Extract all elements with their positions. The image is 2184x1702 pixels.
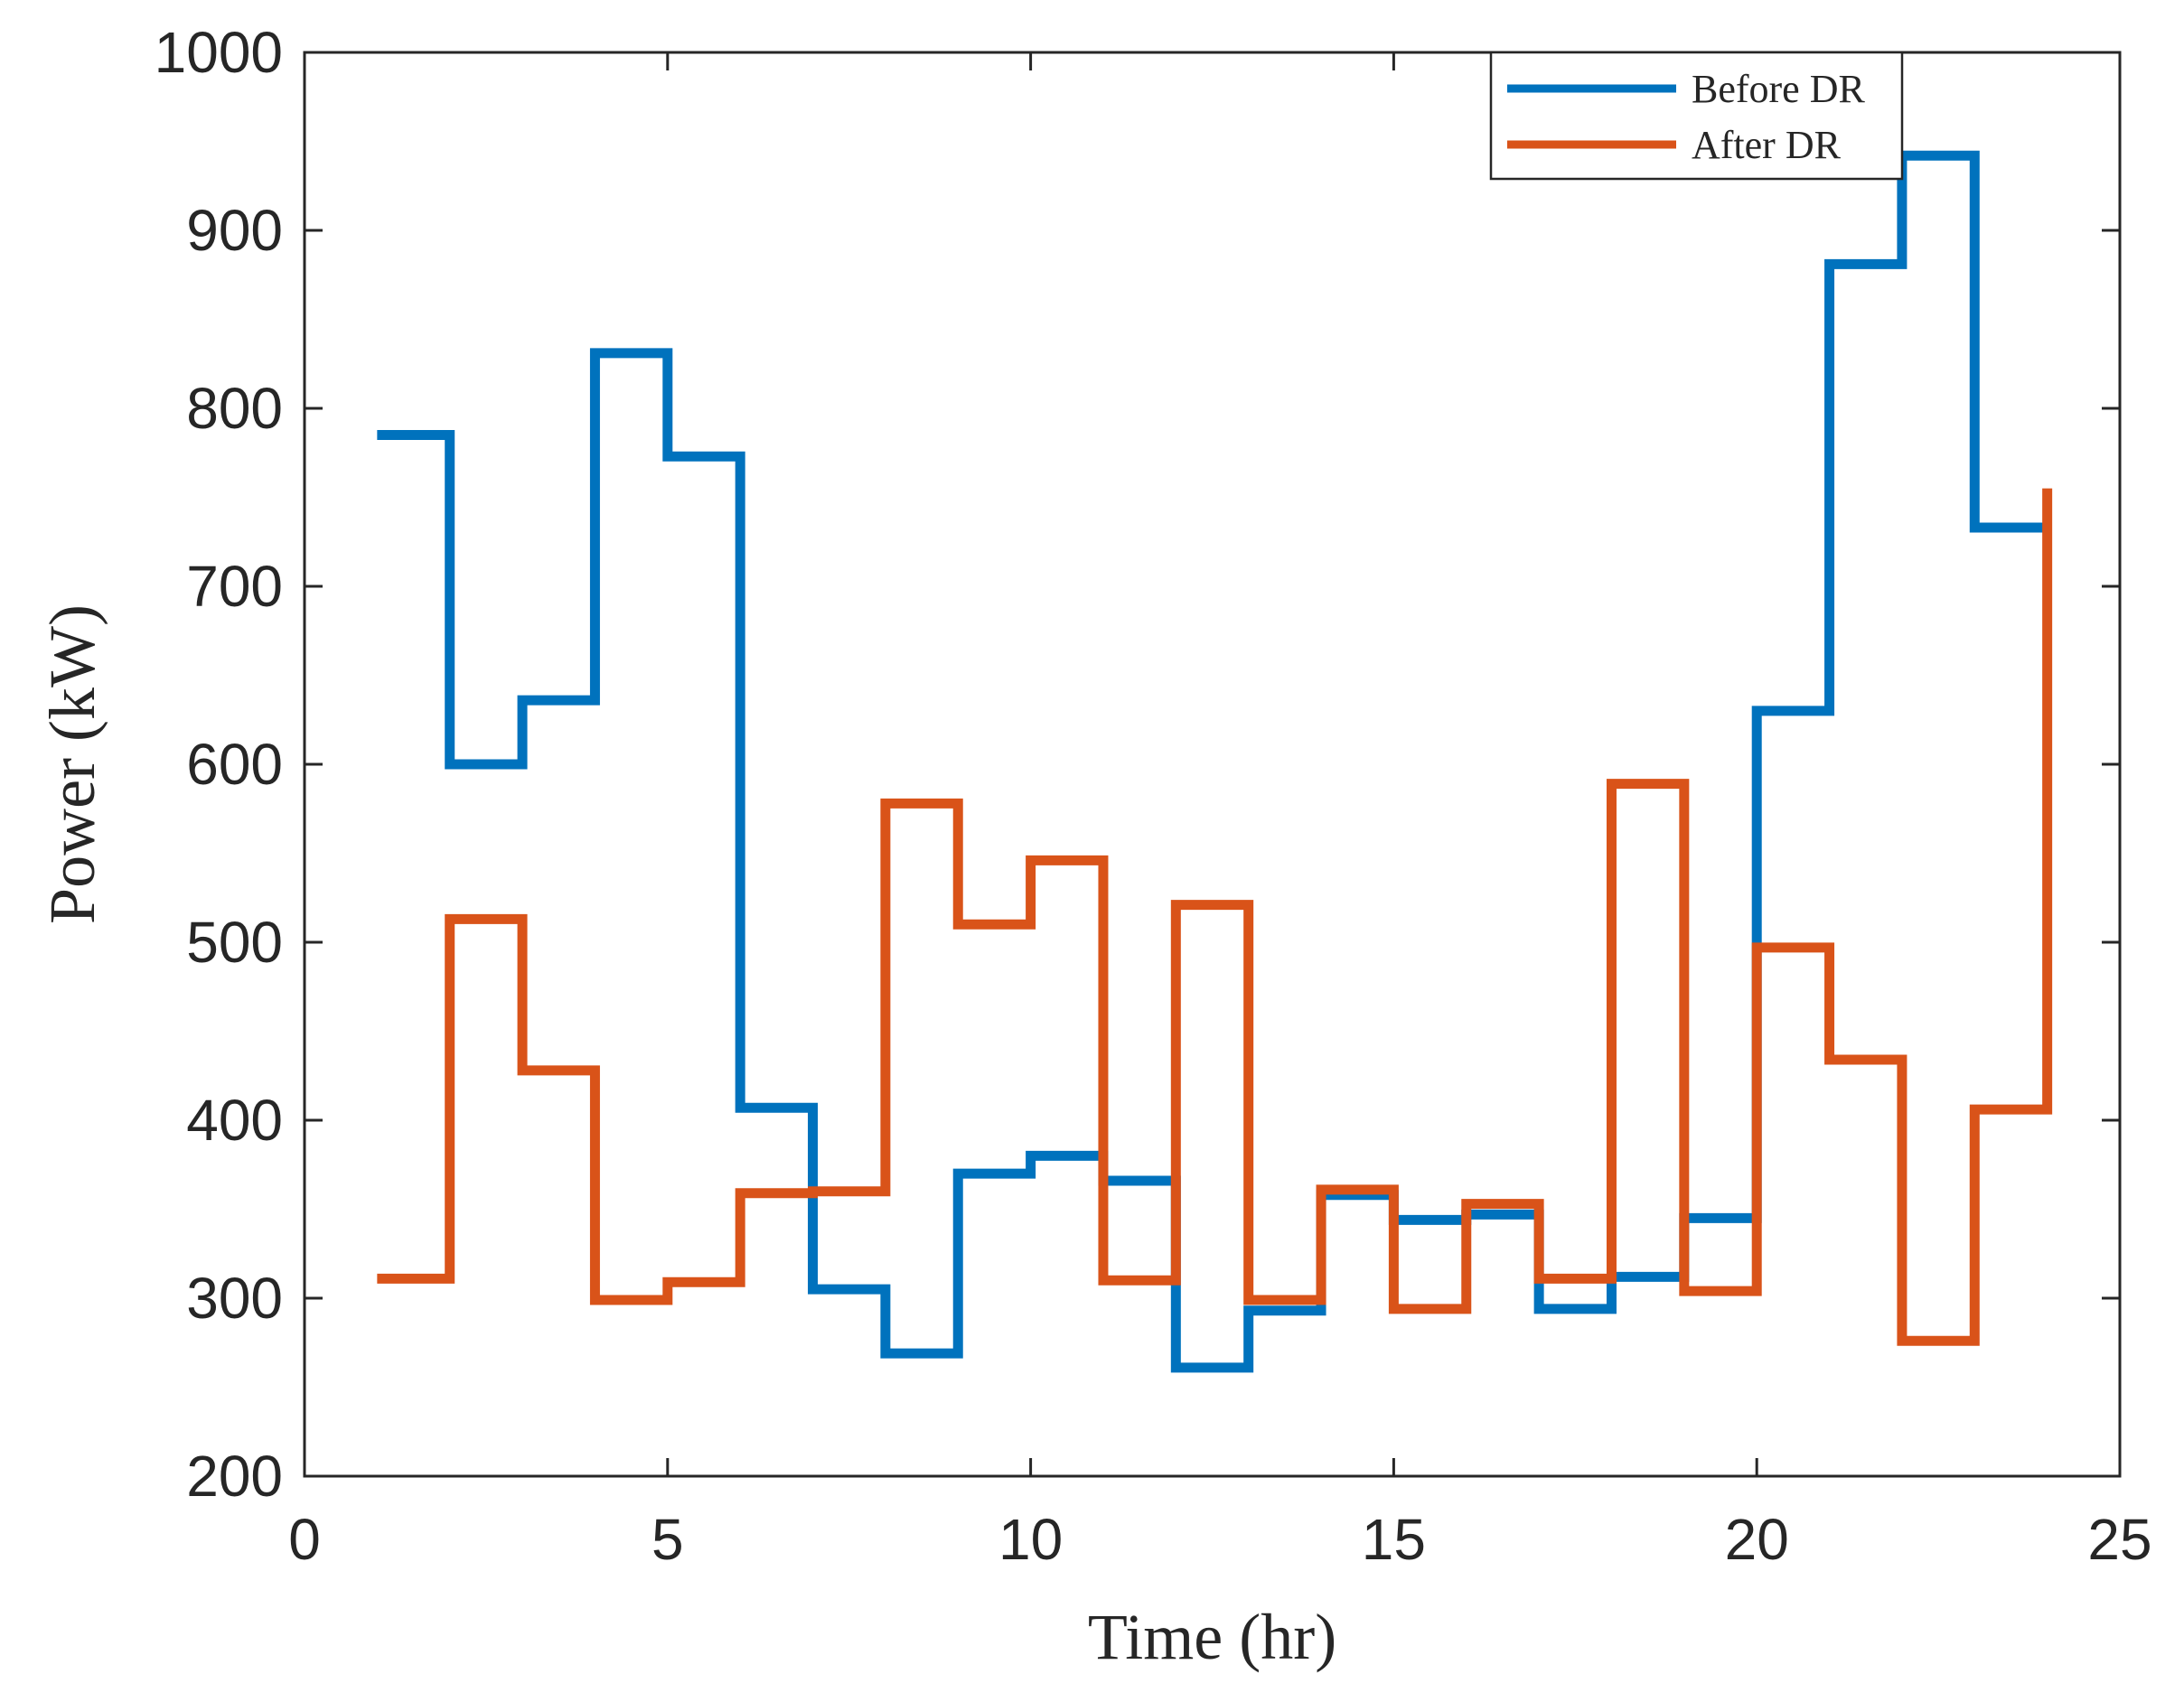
- y-tick-label: 700: [186, 554, 283, 619]
- y-tick-label: 900: [186, 198, 283, 263]
- x-tick-label: 0: [288, 1507, 321, 1572]
- x-tick-label: 5: [651, 1507, 684, 1572]
- x-tick-label: 25: [2087, 1507, 2151, 1572]
- series-line-before-dr: [377, 150, 2048, 1373]
- legend: Before DR After DR: [1489, 51, 1904, 181]
- x-axis-title: Time (hr): [1088, 1601, 1336, 1673]
- y-tick-label: 200: [186, 1444, 283, 1509]
- y-tick-label: 1000: [155, 20, 283, 85]
- y-tick-label: 600: [186, 732, 283, 797]
- x-tick-label: 20: [1725, 1507, 1789, 1572]
- legend-box: [1489, 51, 1904, 181]
- y-tick-label: 300: [186, 1266, 283, 1331]
- y-tick-labels: 200 300 400 500 600 700 800 900 1000: [155, 20, 283, 1509]
- series-layer: [377, 150, 2053, 1373]
- series-line-after-dr: [377, 488, 2053, 1346]
- legend-label-after-dr: After DR: [1692, 123, 1842, 167]
- x-tick-labels: 0 5 10 15 20 25: [288, 1507, 2151, 1572]
- y-tick-label: 800: [186, 376, 283, 441]
- legend-label-before-dr: Before DR: [1692, 67, 1865, 111]
- y-tick-label: 500: [186, 910, 283, 975]
- y-tick-label: 400: [186, 1088, 283, 1153]
- x-tick-label: 10: [998, 1507, 1063, 1572]
- x-tick-label: 15: [1362, 1507, 1426, 1572]
- y-axis-title: Power (kW): [36, 604, 108, 924]
